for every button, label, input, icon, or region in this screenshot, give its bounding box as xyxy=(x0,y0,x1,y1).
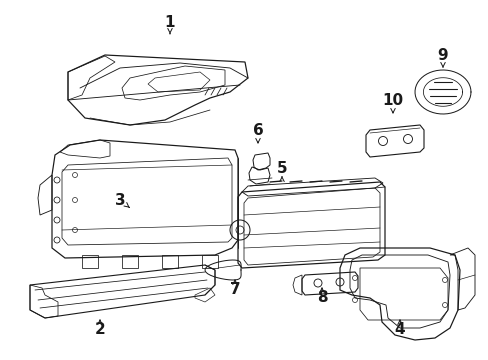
Text: 6: 6 xyxy=(252,122,263,138)
Text: 8: 8 xyxy=(316,291,326,306)
Text: 1: 1 xyxy=(164,14,175,30)
Text: 9: 9 xyxy=(437,48,447,63)
Text: 7: 7 xyxy=(229,283,240,297)
Text: 10: 10 xyxy=(382,93,403,108)
Text: 5: 5 xyxy=(276,161,287,176)
Text: 3: 3 xyxy=(115,193,125,207)
Text: 2: 2 xyxy=(95,323,105,338)
Text: 4: 4 xyxy=(394,323,405,338)
